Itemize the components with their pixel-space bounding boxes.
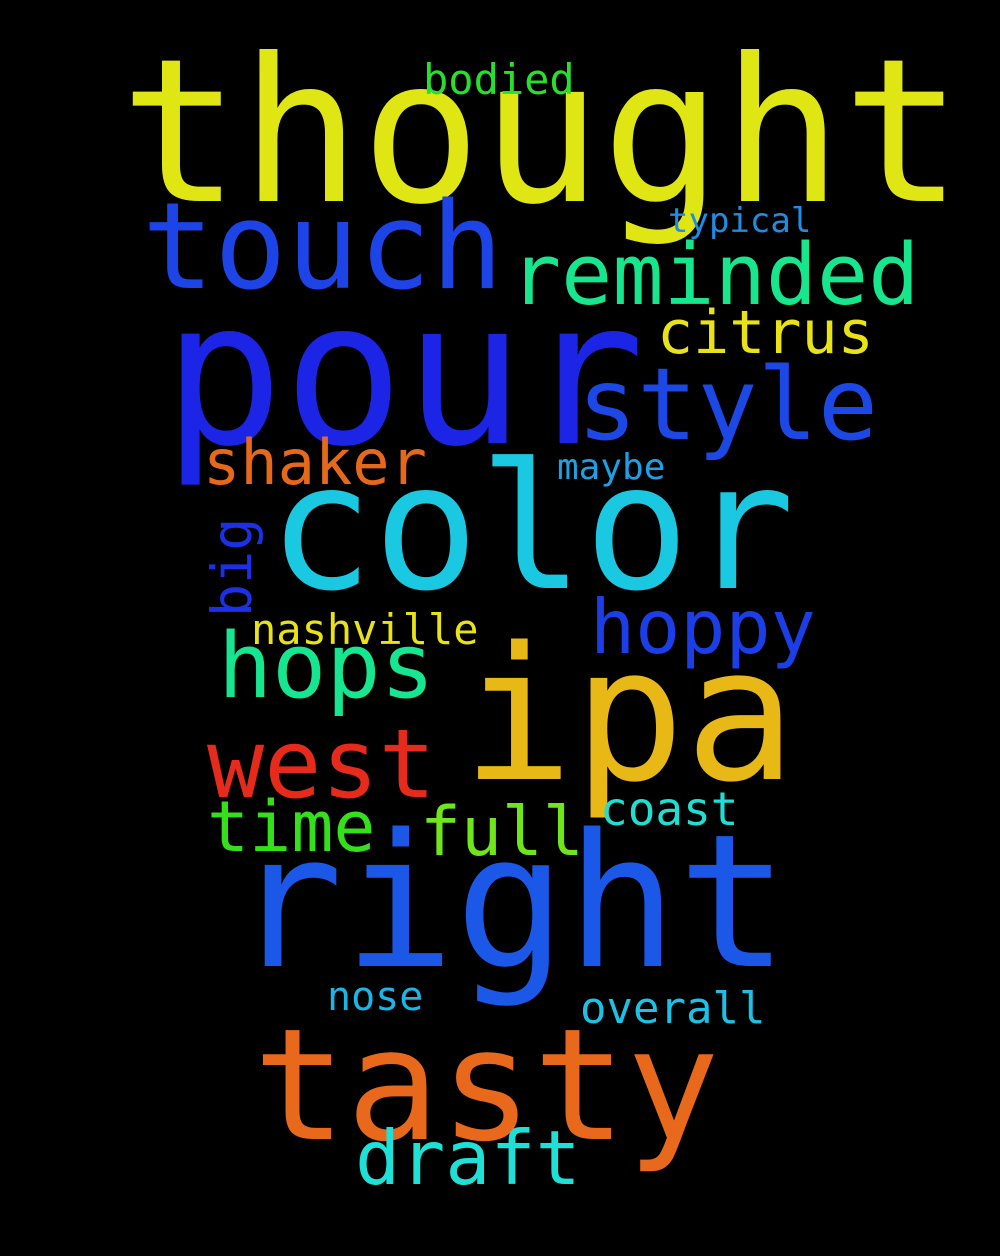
- word-full: full: [420, 793, 584, 872]
- word-tasty: tasty: [253, 995, 720, 1176]
- word-coast: coast: [600, 782, 739, 836]
- word-nose: nose: [327, 974, 424, 1020]
- word-style: style: [577, 346, 879, 463]
- word-draft: draft: [355, 1114, 581, 1202]
- word-hoppy: hoppy: [590, 583, 816, 671]
- word-hops: hops: [218, 614, 435, 719]
- word-shaker: shaker: [203, 426, 427, 499]
- word-reminded: reminded: [510, 226, 920, 325]
- word-typical: typical: [668, 201, 812, 241]
- word-overall: overall: [580, 983, 766, 1034]
- word-touch: touch: [142, 178, 504, 317]
- word-thought: thought: [120, 16, 963, 249]
- word-right: right: [232, 794, 789, 1010]
- word-color: color: [268, 427, 795, 630]
- word-big: big: [200, 517, 264, 617]
- word-maybe: maybe: [557, 447, 666, 488]
- word-citrus: citrus: [657, 298, 874, 368]
- word-bodied: bodied: [423, 55, 575, 104]
- word-nashville: nashville: [251, 605, 479, 654]
- word-pour: pour: [163, 258, 645, 491]
- word-west: west: [207, 710, 436, 820]
- word-time: time: [207, 786, 376, 868]
- word-ipa: ipa: [462, 607, 797, 823]
